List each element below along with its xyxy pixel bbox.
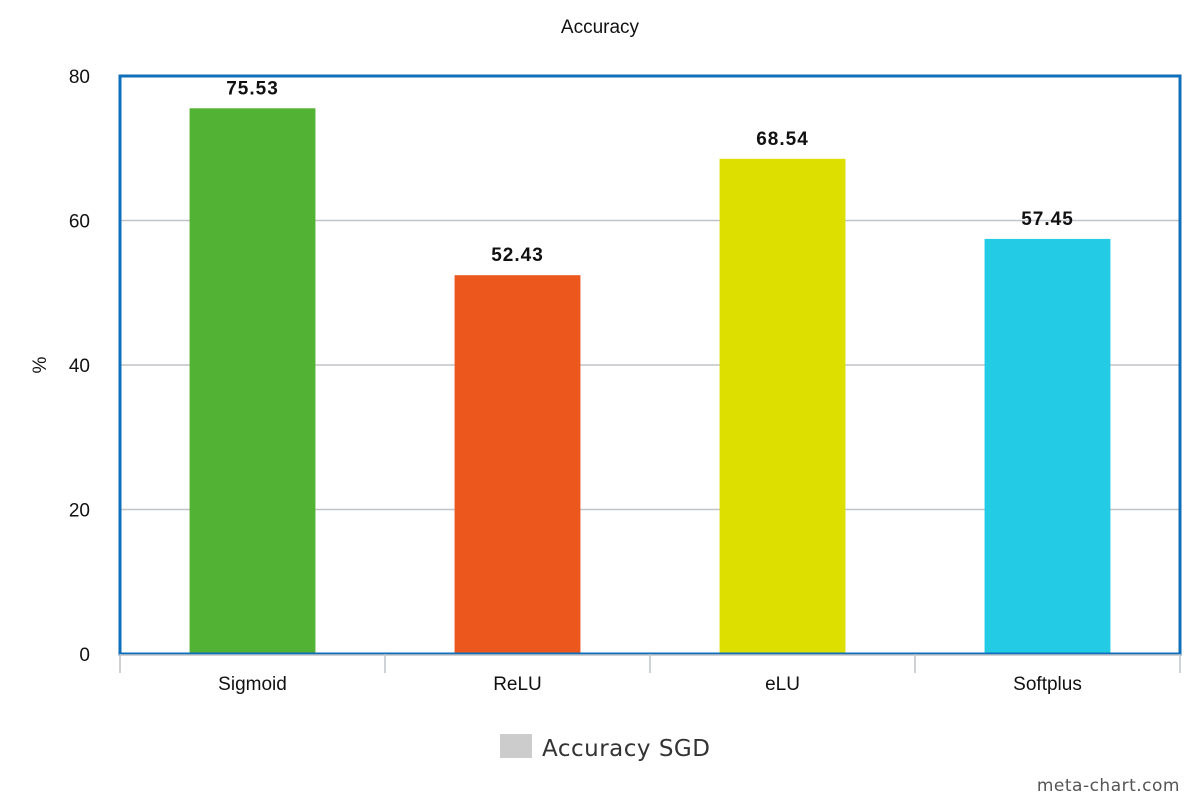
- legend-label: Accuracy SGD: [542, 736, 710, 762]
- bar: [984, 238, 1111, 654]
- y-tick-label: 0: [79, 645, 90, 666]
- x-tick-label: ReLU: [493, 674, 542, 695]
- y-axis-label: %: [30, 356, 51, 373]
- data-labels: 75.53 52.43 68.54 57.45: [226, 78, 1074, 266]
- y-tick-label: 20: [69, 501, 90, 522]
- x-tick-label: eLU: [765, 674, 800, 695]
- x-axis-ticks: Sigmoid ReLU eLU Softplus: [119, 654, 1181, 695]
- x-tick-label: Sigmoid: [218, 674, 287, 695]
- watermark[interactable]: meta-chart.com: [1037, 776, 1180, 796]
- legend-swatch: [500, 734, 532, 758]
- bar: [454, 275, 581, 654]
- data-label: 75.53: [226, 78, 279, 99]
- data-label: 52.43: [491, 245, 544, 266]
- bar: [719, 158, 846, 654]
- bar: [189, 108, 316, 654]
- x-tick-label: Softplus: [1013, 674, 1082, 695]
- y-tick-label: 40: [69, 356, 90, 377]
- bars: [189, 108, 1111, 654]
- data-label: 57.45: [1021, 209, 1074, 230]
- y-tick-label: 80: [69, 67, 90, 88]
- y-tick-label: 60: [69, 212, 90, 233]
- chart-title: Accuracy: [561, 17, 640, 38]
- y-axis-ticks: 0 20 40 60 80: [69, 67, 90, 666]
- legend[interactable]: Accuracy SGD: [500, 734, 710, 762]
- data-label: 68.54: [756, 129, 809, 150]
